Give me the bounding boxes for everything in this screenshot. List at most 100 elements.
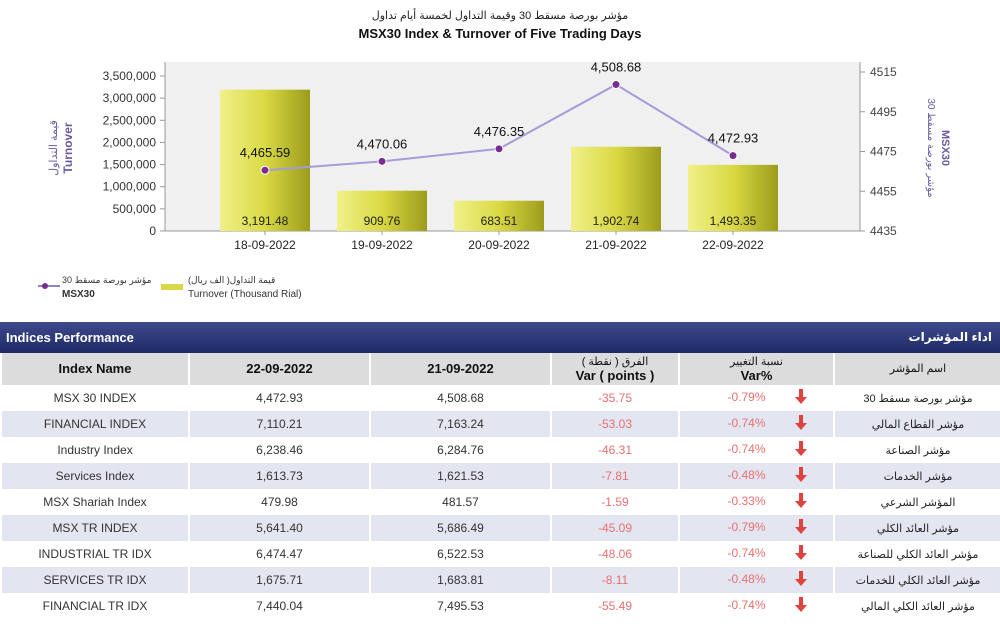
date-1-value-cell: 4,508.68 <box>369 385 551 411</box>
left-tick-label: 500,000 <box>113 202 157 216</box>
right-tick-label: 4495 <box>870 105 897 119</box>
msx30-point <box>611 80 621 90</box>
header-pct-arabic: نسبة التغيير <box>730 356 783 368</box>
table-header-row: Index Name 22-09-2022 21-09-2022 الفرق (… <box>0 353 1000 385</box>
down-arrow-icon <box>794 519 807 537</box>
var-points-cell: -48.06 <box>550 541 679 567</box>
date-1-value-cell: 1,683.81 <box>369 567 551 593</box>
header-index-name: Index Name <box>0 353 189 385</box>
msx30-point <box>728 151 738 161</box>
table-row: FINANCIAL INDEX 7,110.21 7,163.24 -53.03 -0.… <box>0 411 1000 437</box>
msx30-point <box>377 156 387 166</box>
left-axis-title-arabic: قيمة التداول <box>48 120 60 176</box>
var-percent-value: -0.74% <box>727 442 766 457</box>
down-arrow-icon <box>794 389 807 407</box>
var-percent-value: -0.33% <box>727 494 766 509</box>
index-name-cell: FINANCIAL TR IDX <box>0 593 189 619</box>
legend-line-marker <box>42 283 48 289</box>
var-percent-value: -0.48% <box>727 572 766 587</box>
table-row: Industry Index 6,238.46 6,284.76 -46.31 -0.7… <box>0 437 1000 463</box>
header-pct-english: Var% <box>740 368 773 383</box>
left-axis-title: Turnover <box>61 122 75 173</box>
index-name-arabic-cell: مؤشر العائد الكلي للصناعة <box>833 541 1000 567</box>
table-title-arabic: اداء المؤشرات <box>908 330 992 344</box>
date-2-value-cell: 7,110.21 <box>188 411 370 437</box>
msx30-point-label: 4,476.35 <box>474 124 525 139</box>
table-row: FINANCIAL TR IDX 7,440.04 7,495.53 -55.49 -0… <box>0 593 1000 619</box>
var-percent-cell: -0.74% <box>678 437 834 463</box>
index-name-cell: MSX 30 INDEX <box>0 385 189 411</box>
down-arrow-icon <box>794 545 807 563</box>
turnover-bar <box>220 89 310 231</box>
table-row: Services Index 1,613.73 1,621.53 -7.81 -0.48… <box>0 463 1000 489</box>
legend: مؤشر بورصة مسقط 30 MSX30 قيمة التداول( ا… <box>38 275 302 300</box>
turnover-bar-label: 3,191.48 <box>242 214 289 228</box>
msx30-point-label: 4,465.59 <box>240 145 291 160</box>
var-percent-value: -0.79% <box>727 520 766 535</box>
turnover-bar-label: 1,493.35 <box>710 214 757 228</box>
var-points-cell: -53.03 <box>550 411 679 437</box>
left-tick-label: 3,500,000 <box>103 69 157 83</box>
chart: 0 500,000 1,000,000 1,500,000 2,000,000 2,500… <box>38 8 951 300</box>
msx30-point <box>260 165 270 175</box>
left-tick-label: 2,000,000 <box>103 135 157 149</box>
var-percent-cell: -0.74% <box>678 593 834 619</box>
header-var-points: الفرق ( نقطة ) Var ( points ) <box>550 353 679 385</box>
date-1-value-cell: 7,163.24 <box>369 411 551 437</box>
msx30-line <box>260 80 738 175</box>
date-2-value-cell: 1,675.71 <box>188 567 370 593</box>
x-tick-label: 20-09-2022 <box>468 238 530 252</box>
chart-title-arabic: مؤشر بورصة مسقط 30 وقيمة التداول لخمسة أ… <box>372 8 629 22</box>
var-percent-value: -0.74% <box>727 416 766 431</box>
table-row: MSX 30 INDEX 4,472.93 4,508.68 -35.75 -0.79%… <box>0 385 1000 411</box>
turnover-bar-label: 909.76 <box>364 214 401 228</box>
index-name-arabic-cell: مؤشر الخدمات <box>833 463 1000 489</box>
msx30-point-label: 4,472.93 <box>708 131 759 146</box>
date-1-value-cell: 5,686.49 <box>369 515 551 541</box>
date-2-value-cell: 6,238.46 <box>188 437 370 463</box>
down-arrow-icon <box>794 441 807 459</box>
var-percent-cell: -0.74% <box>678 541 834 567</box>
index-name-cell: MSX Shariah Index <box>0 489 189 515</box>
index-name-arabic-cell: مؤشر الصناعة <box>833 437 1000 463</box>
date-1-value-cell: 6,284.76 <box>369 437 551 463</box>
turnover-bar-label: 1,902.74 <box>593 214 640 228</box>
index-name-arabic-cell: مؤشر بورصة مسقط 30 <box>833 385 1000 411</box>
msx30-line-labels: 4,465.59 4,470.06 4,476.35 4,508.68 4,472.93 <box>240 60 759 161</box>
date-2-value-cell: 6,474.47 <box>188 541 370 567</box>
header-var-english: Var ( points ) <box>575 368 655 383</box>
date-2-value-cell: 5,641.40 <box>188 515 370 541</box>
turnover-bar-labels: 3,191.48 909.76 683.51 1,902.74 1,493.35 <box>242 214 757 228</box>
x-tick-label: 22-09-2022 <box>702 238 764 252</box>
header-var-percent: نسبة التغيير Var% <box>678 353 834 385</box>
date-2-value-cell: 4,472.93 <box>188 385 370 411</box>
msx30-point <box>494 144 504 154</box>
var-percent-cell: -0.79% <box>678 385 834 411</box>
var-points-cell: -35.75 <box>550 385 679 411</box>
left-tick-label: 3,000,000 <box>103 91 157 105</box>
left-tick-label: 1,500,000 <box>103 158 157 172</box>
table-row: INDUSTRIAL TR IDX 6,474.47 6,522.53 -48.06 -… <box>0 541 1000 567</box>
left-tick-label: 2,500,000 <box>103 113 157 127</box>
index-name-cell: INDUSTRIAL TR IDX <box>0 541 189 567</box>
date-1-value-cell: 481.57 <box>369 489 551 515</box>
turnover-bar <box>571 146 661 231</box>
turnover-bar <box>688 164 778 231</box>
var-percent-value: -0.79% <box>727 390 766 405</box>
right-tick-label: 4515 <box>870 65 897 79</box>
index-name-arabic-cell: المؤشر الشرعي <box>833 489 1000 515</box>
left-tick-label: 1,000,000 <box>103 180 157 194</box>
left-tick-label: 0 <box>149 224 156 238</box>
chart-title: MSX30 Index & Turnover of Five Trading D… <box>359 26 642 41</box>
table-row: SERVICES TR IDX 1,675.71 1,683.81 -8.11 -0.4… <box>0 567 1000 593</box>
legend-bar-swatch <box>161 284 183 290</box>
legend-line-label: MSX30 <box>62 289 95 300</box>
date-2-value-cell: 1,613.73 <box>188 463 370 489</box>
index-name-cell: Industry Index <box>0 437 189 463</box>
date-2-value-cell: 7,440.04 <box>188 593 370 619</box>
header-var-arabic: الفرق ( نقطة ) <box>581 356 649 368</box>
var-percent-value: -0.48% <box>727 468 766 483</box>
var-percent-value: -0.74% <box>727 598 766 613</box>
date-1-value-cell: 7,495.53 <box>369 593 551 619</box>
table-title: Indices Performance <box>6 330 134 345</box>
